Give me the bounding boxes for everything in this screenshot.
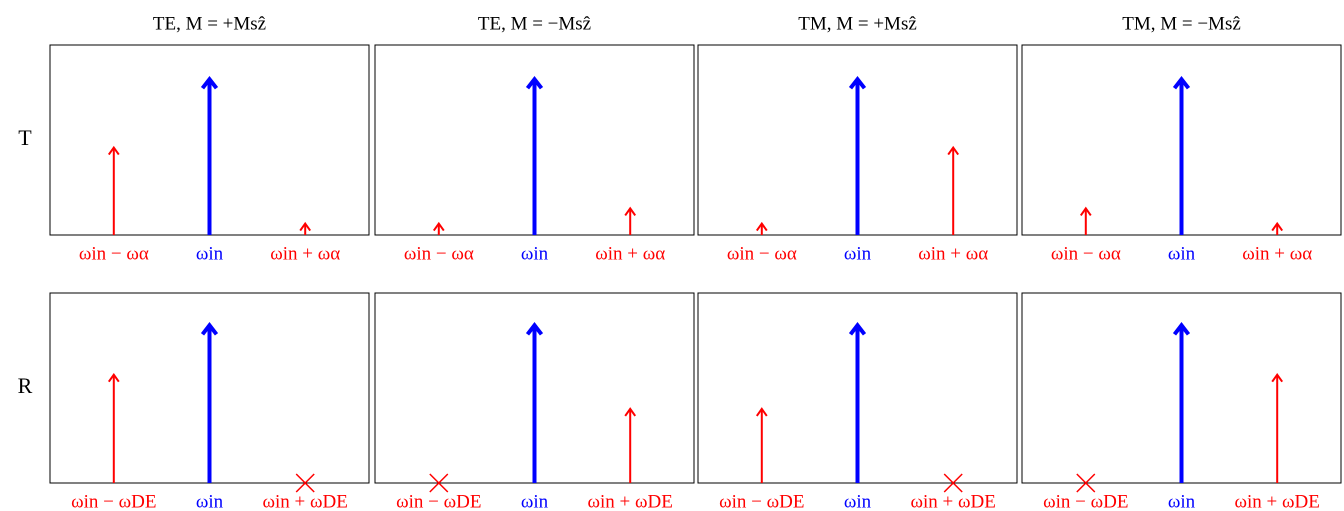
frequency-label: ωin − ωDE	[71, 491, 156, 511]
frequency-label: ωin − ωDE	[719, 491, 804, 511]
arrow	[624, 206, 637, 235]
column-title: TE, M = +Msẑ	[153, 13, 266, 34]
arrow-part	[432, 221, 445, 232]
arrow	[1172, 322, 1191, 483]
arrow-part	[1172, 322, 1191, 336]
arrow	[107, 372, 120, 483]
frequency-label: ωin + ωDE	[911, 491, 996, 511]
arrow	[848, 75, 867, 235]
frequency-label: ωin + ωα	[595, 243, 665, 264]
frequency-label: ωin	[196, 243, 224, 264]
frequency-label: ωin + ωα	[270, 243, 340, 264]
column-title: TE, M = −Msẑ	[478, 13, 591, 34]
arrow-part	[299, 221, 312, 232]
frequency-label: ωin + ωDE	[1235, 491, 1320, 511]
frequency-label: ωin	[844, 243, 872, 264]
arrow	[525, 322, 544, 483]
arrow-part	[1172, 75, 1191, 90]
arrow	[1271, 221, 1284, 235]
arrow	[624, 407, 637, 483]
arrow	[525, 75, 544, 235]
frequency-label: ωin + ωDE	[263, 491, 348, 511]
arrow-part	[947, 145, 960, 156]
frequency-label: ωin	[844, 491, 872, 511]
arrow-part	[200, 75, 219, 90]
arrow-part	[1271, 372, 1284, 383]
frequency-label: ωin + ωDE	[588, 491, 673, 511]
arrow-part	[848, 322, 867, 336]
arrow	[1079, 206, 1092, 235]
frequency-label: ωin − ωα	[404, 243, 474, 264]
suppressed-mark	[295, 473, 315, 493]
arrow-part	[755, 221, 768, 232]
suppressed-mark	[429, 473, 449, 493]
arrow-part	[848, 75, 867, 90]
column-title: TM, M = +Msẑ	[798, 13, 917, 34]
arrow-part	[107, 372, 120, 383]
arrow	[1172, 75, 1191, 235]
frequency-label: ωin + ωα	[918, 243, 988, 264]
arrow	[299, 221, 312, 235]
arrow-part	[755, 407, 768, 417]
frequency-label: ωin − ωα	[1051, 243, 1121, 264]
arrow	[755, 407, 768, 483]
arrow-part	[525, 322, 544, 336]
column-title: TM, M = −Msẑ	[1122, 13, 1241, 34]
arrow-part	[624, 407, 637, 417]
frequency-label: ωin	[521, 243, 549, 264]
suppressed-mark	[1076, 473, 1096, 493]
suppressed-mark	[943, 473, 963, 493]
frequency-label: ωin − ωα	[727, 243, 797, 264]
arrow-part	[624, 206, 637, 216]
frequency-label: ωin	[1168, 243, 1196, 264]
arrow	[1271, 372, 1284, 483]
arrow	[200, 322, 219, 483]
arrow-part	[200, 322, 219, 336]
arrow-part	[107, 145, 120, 156]
arrow	[432, 221, 445, 235]
frequency-label: ωin	[1168, 491, 1196, 511]
arrow	[755, 221, 768, 235]
arrow-part	[525, 75, 544, 90]
frequency-label: ωin	[521, 491, 549, 511]
frequency-label: ωin − ωα	[79, 243, 149, 264]
arrow-part	[1271, 221, 1284, 232]
frequency-label: ωin − ωDE	[396, 491, 481, 511]
arrow	[107, 145, 120, 235]
row-label: T	[18, 125, 32, 150]
arrow	[947, 145, 960, 235]
frequency-label: ωin + ωα	[1242, 243, 1312, 264]
row-label: R	[18, 373, 33, 398]
frequency-label: ωin	[196, 491, 224, 511]
arrow-part	[1079, 206, 1092, 216]
arrow	[200, 75, 219, 235]
frequency-label: ωin − ωDE	[1043, 491, 1128, 511]
arrow	[848, 322, 867, 483]
